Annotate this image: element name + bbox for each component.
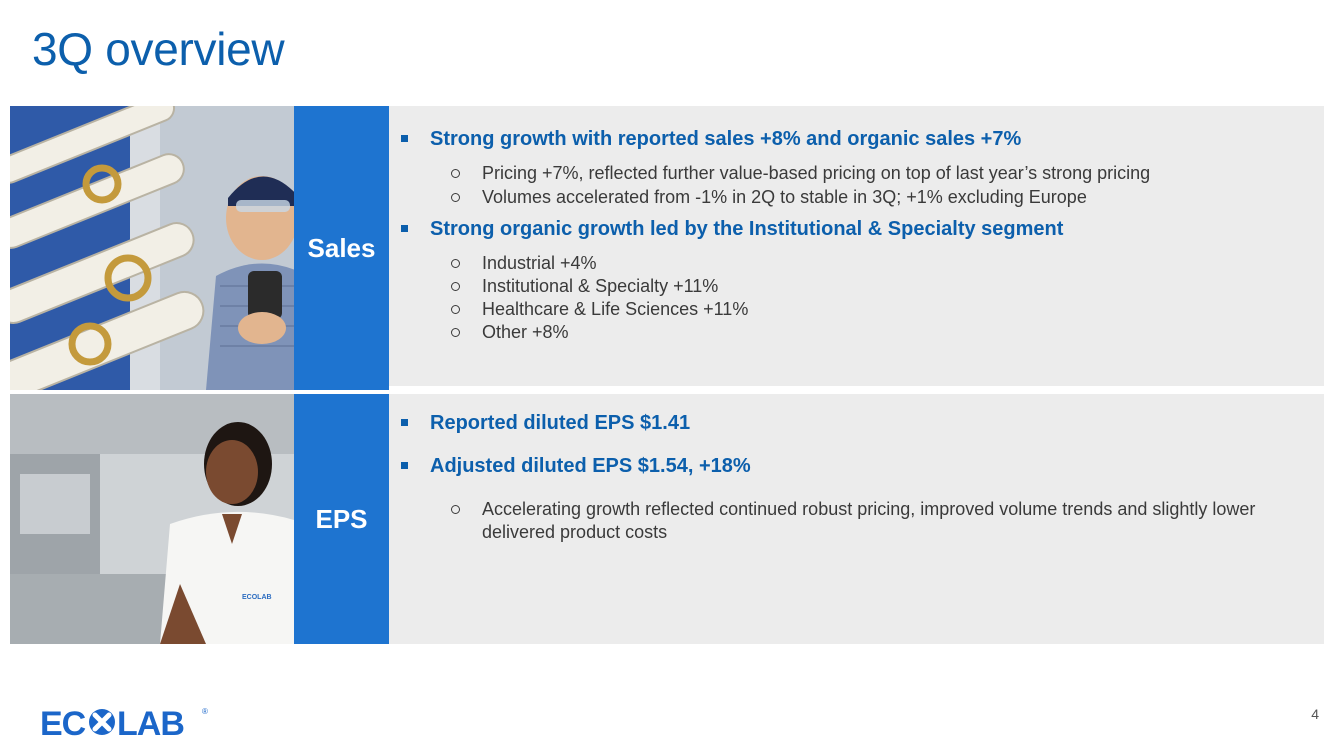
eps-photo: ECOLAB xyxy=(10,394,294,644)
sales-sub-item: Other +8% xyxy=(451,321,1282,344)
sales-sub-item: Pricing +7%, reflected further value-bas… xyxy=(451,162,1282,185)
sales-bullet-2: Strong organic growth led by the Institu… xyxy=(401,218,1063,241)
sales-panel: Strong growth with reported sales +8% an… xyxy=(389,106,1324,386)
sales-sub-item: Healthcare & Life Sciences +11% xyxy=(451,298,1282,321)
circle-bullet-icon xyxy=(451,259,460,268)
sales-sub-item: Volumes accelerated from -1% in 2Q to st… xyxy=(451,186,1282,209)
svg-text:LAB: LAB xyxy=(117,705,184,740)
sales-photo xyxy=(10,106,294,390)
ecolab-logo: EC LAB ® xyxy=(40,704,215,745)
eps-bullet-1: Reported diluted EPS $1.41 xyxy=(401,412,690,435)
eps-panel: Reported diluted EPS $1.41 Adjusted dilu… xyxy=(389,390,1324,644)
square-bullet-icon xyxy=(401,462,408,469)
page-number: 4 xyxy=(1311,706,1319,722)
eps-label: EPS xyxy=(294,394,389,644)
circle-bullet-icon xyxy=(451,305,460,314)
page-title: 3Q overview xyxy=(32,23,285,75)
eps-sub-item: Accelerating growth reflected continued … xyxy=(451,498,1282,544)
square-bullet-icon xyxy=(401,135,408,142)
circle-bullet-icon xyxy=(451,282,460,291)
square-bullet-icon xyxy=(401,419,408,426)
sales-label: Sales xyxy=(294,106,389,390)
circle-bullet-icon xyxy=(451,193,460,202)
svg-text:ECOLAB: ECOLAB xyxy=(242,594,272,601)
circle-bullet-icon xyxy=(451,328,460,337)
sales-sub-item: Industrial +4% xyxy=(451,252,1282,275)
sales-bullet-1: Strong growth with reported sales +8% an… xyxy=(401,128,1021,151)
circle-bullet-icon xyxy=(451,505,460,514)
eps-bullet-2: Adjusted diluted EPS $1.54, +18% xyxy=(401,455,751,478)
square-bullet-icon xyxy=(401,225,408,232)
circle-bullet-icon xyxy=(451,169,460,178)
svg-text:EC: EC xyxy=(40,705,86,740)
svg-text:®: ® xyxy=(202,707,208,716)
sales-sub-item: Institutional & Specialty +11% xyxy=(451,275,1282,298)
